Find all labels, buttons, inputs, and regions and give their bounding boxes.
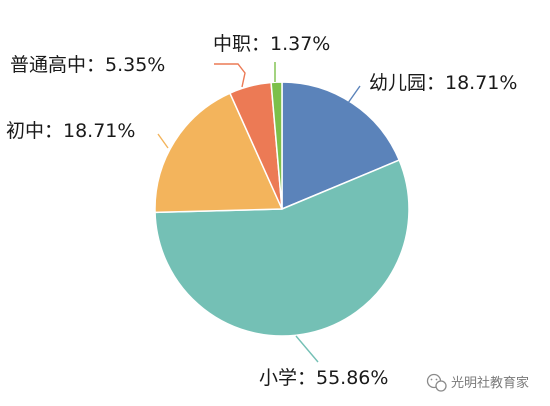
- pie-slice-3: [154, 92, 283, 214]
- leader-line-3: [157, 133, 169, 149]
- pie-slice-5: [270, 81, 283, 210]
- slice-label-5: 中职：1.37%: [213, 33, 330, 55]
- leader-line-2: [295, 335, 319, 363]
- slice-label-1: 幼儿园：18.71%: [369, 72, 517, 94]
- pie-slices: [154, 81, 410, 337]
- slice-label-4: 普通高中：5.35%: [10, 54, 165, 76]
- pie-slice-2: [154, 159, 410, 337]
- wechat-icon: [426, 373, 447, 392]
- slice-labels: 幼儿园：18.71% 小学：55.86% 初中：18.71% 普通高中：5.35% 中职…: [6, 33, 517, 389]
- watermark: 光明社教育家: [426, 373, 529, 392]
- leader-line-1: [347, 85, 361, 104]
- label-leader-lines: [157, 62, 361, 363]
- slice-label-3: 初中：18.71%: [6, 120, 135, 142]
- leader-line-4: [214, 63, 246, 88]
- pie-slice-1: [281, 81, 400, 210]
- watermark-text: 光明社教育家: [451, 375, 529, 391]
- slice-label-2: 小学：55.86%: [259, 367, 388, 389]
